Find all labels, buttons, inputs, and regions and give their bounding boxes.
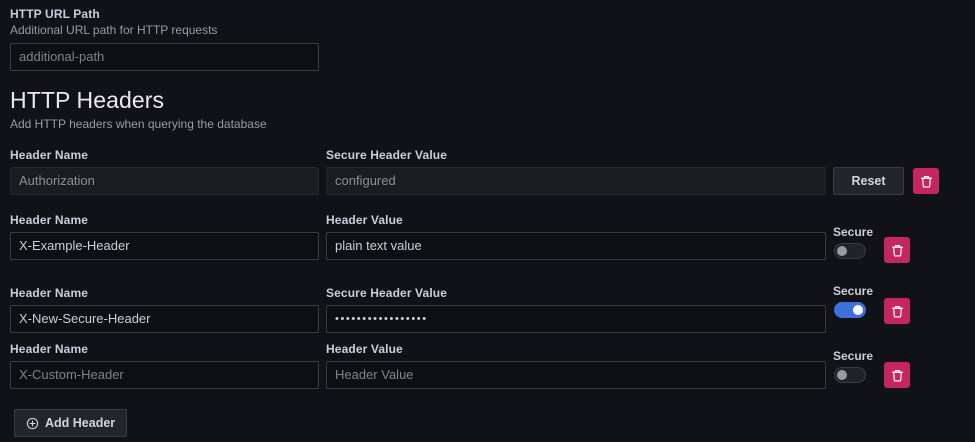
url-path-input[interactable]: additional-path	[10, 43, 319, 71]
header-row: Header Name X-Custom-Header Header Value…	[0, 341, 975, 391]
header-value-input[interactable]: Header Value	[326, 361, 826, 389]
header-name-label: Header Name	[10, 148, 89, 162]
header-name-input[interactable]: Authorization	[10, 167, 319, 195]
header-value-label: Secure Header Value	[326, 148, 448, 162]
header-name-label: Header Name	[10, 213, 89, 227]
header-value-label: Header Value	[326, 213, 403, 227]
trash-icon	[920, 175, 932, 188]
header-value-label: Secure Header Value	[326, 286, 448, 300]
toggle-knob	[853, 305, 863, 315]
header-name-input[interactable]: X-New-Secure-Header	[10, 305, 319, 333]
secure-toggle[interactable]	[834, 243, 866, 259]
delete-header-button[interactable]	[913, 168, 939, 194]
secure-toggle-label: Secure	[833, 225, 874, 239]
delete-header-button[interactable]	[884, 237, 910, 263]
trash-icon	[891, 369, 903, 382]
url-path-description: Additional URL path for HTTP requests	[10, 23, 218, 37]
header-row: Header Name Authorization Secure Header …	[0, 147, 975, 197]
section-title: HTTP Headers	[10, 87, 165, 113]
secure-toggle-label: Secure	[833, 349, 874, 363]
plus-circle-icon	[26, 417, 39, 429]
header-value-label: Header Value	[326, 342, 403, 356]
delete-header-button[interactable]	[884, 298, 910, 324]
header-name-label: Header Name	[10, 286, 89, 300]
section-subtitle: Add HTTP headers when querying the datab…	[10, 117, 267, 131]
trash-icon	[891, 305, 903, 318]
header-value-input[interactable]: plain text value	[326, 232, 826, 260]
secure-toggle[interactable]	[834, 367, 866, 383]
delete-header-button[interactable]	[884, 362, 910, 388]
url-path-label-text: HTTP URL Path	[10, 7, 100, 21]
add-header-label: Add Header	[45, 416, 116, 430]
header-row: Header Name X-New-Secure-Header Secure H…	[0, 284, 975, 335]
header-name-label: Header Name	[10, 342, 89, 356]
url-path-label: HTTP URL Path Additional URL path for HT…	[10, 6, 217, 38]
reset-button[interactable]: Reset	[833, 167, 904, 195]
header-name-input[interactable]: X-Example-Header	[10, 232, 319, 260]
header-name-input[interactable]: X-Custom-Header	[10, 361, 319, 389]
trash-icon	[891, 244, 903, 257]
header-value-input[interactable]: •••••••••••••••••	[326, 305, 826, 333]
secure-toggle-label: Secure	[833, 284, 874, 298]
header-row: Header Name X-Example-Header Header Valu…	[0, 212, 975, 263]
toggle-knob	[837, 246, 847, 256]
toggle-knob	[837, 370, 847, 380]
add-header-button[interactable]: Add Header	[14, 409, 128, 437]
secure-toggle[interactable]	[834, 302, 866, 318]
header-value-input[interactable]: configured	[326, 167, 826, 195]
